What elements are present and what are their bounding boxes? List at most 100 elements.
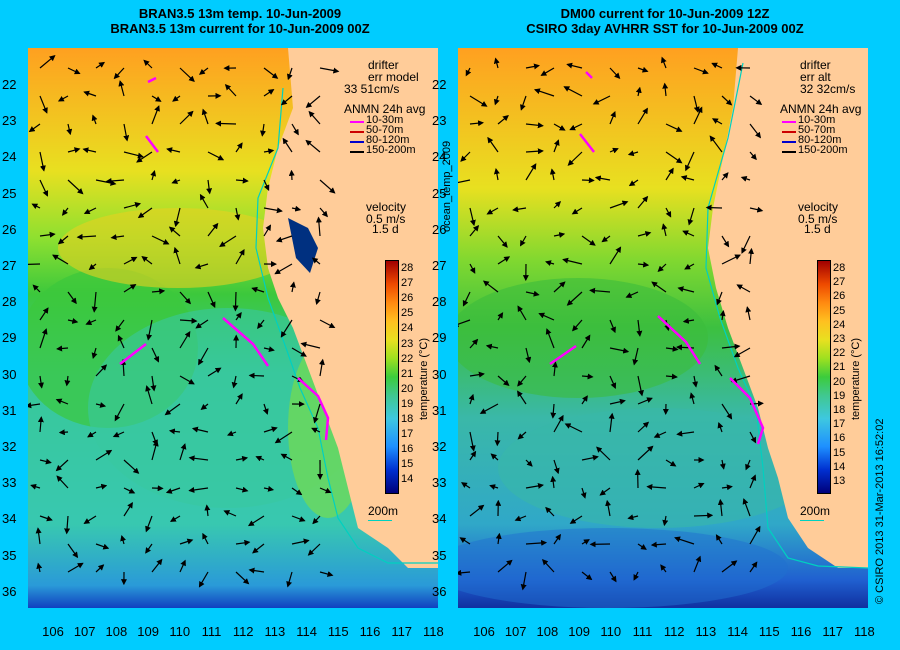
current-arrow bbox=[605, 499, 612, 517]
current-arrow bbox=[191, 426, 209, 433]
current-arrow bbox=[733, 347, 751, 358]
right-colorbar-tick: 24 bbox=[833, 318, 846, 331]
current-arrow bbox=[650, 541, 667, 548]
current-arrow bbox=[280, 95, 293, 106]
current-arrow bbox=[589, 287, 611, 294]
left-y-tick: 26 bbox=[2, 221, 17, 237]
current-arrow bbox=[581, 395, 588, 405]
current-arrow bbox=[91, 291, 98, 313]
left-colorbar-tick: 27 bbox=[401, 277, 414, 290]
current-arrow bbox=[291, 347, 307, 357]
left-velocity-label: velocity bbox=[366, 200, 407, 214]
current-arrow bbox=[609, 347, 630, 354]
current-arrow bbox=[206, 179, 213, 195]
right-x-tick: 107 bbox=[504, 624, 527, 639]
current-arrow bbox=[248, 372, 265, 379]
current-arrow bbox=[55, 398, 69, 405]
current-arrow bbox=[717, 498, 724, 517]
current-arrow bbox=[693, 512, 714, 519]
current-arrow bbox=[113, 67, 125, 80]
current-arrow bbox=[512, 206, 527, 213]
left-colorbar-tick: 28 bbox=[401, 262, 414, 274]
current-arrow bbox=[235, 248, 245, 265]
current-arrow bbox=[39, 55, 56, 69]
right-depth-swatch bbox=[782, 121, 796, 123]
current-arrow bbox=[651, 281, 667, 293]
current-arrow bbox=[123, 202, 142, 209]
current-arrow bbox=[179, 538, 194, 545]
current-arrow bbox=[280, 319, 293, 338]
left-y-tick: 29 bbox=[2, 330, 17, 346]
current-arrow bbox=[520, 571, 527, 591]
current-arrow bbox=[637, 543, 647, 550]
current-arrow bbox=[195, 319, 209, 329]
current-arrow bbox=[251, 286, 265, 293]
right-anmn-label: ANMN 24h avg bbox=[780, 102, 862, 116]
current-arrow bbox=[67, 562, 84, 573]
current-arrow bbox=[581, 539, 590, 545]
current-arrow bbox=[150, 375, 157, 392]
current-arrow bbox=[307, 543, 321, 556]
credit-label: © CSIRO 2013 31-Mar-2013 16:52:02 bbox=[874, 418, 886, 604]
current-arrow bbox=[596, 446, 611, 461]
current-arrow bbox=[684, 263, 695, 270]
left-err-value: 33 51cm/s bbox=[344, 82, 400, 96]
current-arrow bbox=[286, 571, 293, 588]
current-arrow bbox=[179, 291, 192, 305]
current-arrow bbox=[263, 426, 278, 433]
current-arrow bbox=[665, 345, 679, 352]
current-arrow bbox=[39, 458, 52, 465]
right-scale-bar bbox=[800, 520, 824, 521]
current-arrow bbox=[571, 207, 583, 215]
current-arrow bbox=[311, 257, 321, 265]
current-arrow bbox=[517, 375, 527, 387]
current-arrow bbox=[592, 95, 611, 105]
right-depth-swatch bbox=[782, 141, 796, 143]
right-y-tick: 27 bbox=[432, 258, 447, 273]
current-arrow bbox=[179, 375, 195, 385]
current-arrow bbox=[550, 475, 557, 489]
current-arrow bbox=[608, 412, 615, 433]
current-arrow bbox=[168, 428, 181, 435]
current-arrow bbox=[581, 571, 593, 581]
left-anmn-label: ANMN 24h avg bbox=[344, 102, 426, 116]
current-arrow bbox=[459, 537, 471, 545]
current-arrow bbox=[198, 347, 209, 366]
current-arrow bbox=[200, 403, 209, 411]
right-drifter-tracks bbox=[549, 71, 765, 445]
current-arrow bbox=[541, 559, 555, 573]
current-arrow bbox=[52, 254, 69, 265]
right-depth-label: 80-120m bbox=[798, 134, 842, 146]
current-arrow bbox=[141, 255, 153, 265]
left-depth-label: 10-30m bbox=[366, 114, 404, 126]
current-arrow bbox=[263, 67, 279, 79]
current-arrow bbox=[150, 170, 157, 181]
left-drifter-tracks bbox=[119, 76, 330, 441]
right-colorbar-tick: 16 bbox=[833, 432, 846, 445]
left-x-tick: 117 bbox=[391, 624, 413, 639]
current-arrow bbox=[553, 459, 560, 475]
current-arrow bbox=[609, 375, 617, 389]
current-arrow bbox=[748, 247, 755, 265]
current-arrow bbox=[717, 421, 724, 433]
current-arrow bbox=[315, 291, 321, 306]
current-arrow bbox=[179, 443, 187, 461]
current-arrow bbox=[61, 207, 69, 216]
current-arrow bbox=[749, 525, 761, 545]
current-arrow bbox=[662, 515, 669, 527]
left-drifter-label: drifter bbox=[368, 58, 399, 72]
current-arrow bbox=[749, 95, 763, 106]
current-arrow bbox=[252, 543, 265, 554]
current-arrow bbox=[36, 562, 43, 573]
current-arrow bbox=[721, 343, 741, 350]
current-arrow bbox=[263, 89, 275, 97]
current-arrow bbox=[637, 195, 649, 209]
current-arrow bbox=[714, 364, 723, 377]
current-arrow bbox=[56, 345, 69, 352]
right-err-value: 32 32cm/s bbox=[800, 82, 856, 96]
current-arrow bbox=[115, 319, 125, 332]
current-arrow bbox=[95, 449, 113, 461]
current-arrow bbox=[716, 291, 723, 306]
current-arrow bbox=[730, 375, 751, 384]
current-arrow bbox=[151, 558, 163, 573]
